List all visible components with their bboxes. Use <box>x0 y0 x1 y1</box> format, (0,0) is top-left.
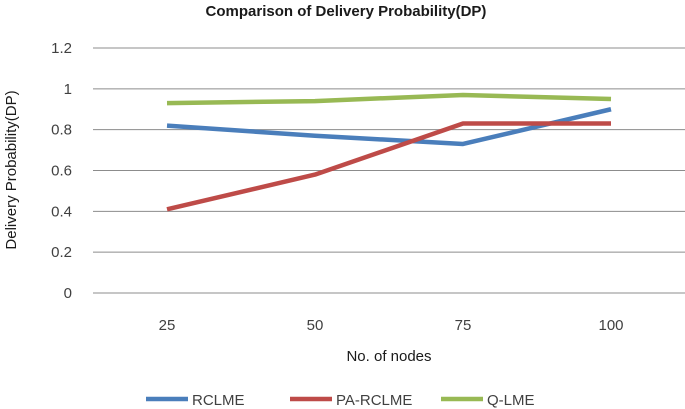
series-line-pa-rclme <box>166 121 611 212</box>
x-tick-label: 75 <box>455 317 472 334</box>
y-axis-ticks: 0 0.2 0.4 0.6 0.8 1 1.2 <box>51 40 72 302</box>
series-line-q-lme <box>166 92 612 106</box>
legend-label-pa-rclme: PA-RCLME <box>336 392 412 409</box>
legend-label-rclme: RCLME <box>192 392 245 409</box>
y-tick-label: 0.2 <box>51 244 72 261</box>
y-tick-label: 0.8 <box>51 122 72 139</box>
x-axis-title: No. of nodes <box>346 348 431 365</box>
y-axis-title: Delivery Probability(DP) <box>3 90 20 249</box>
x-tick-label: 25 <box>159 317 176 334</box>
y-tick-label: 1 <box>64 81 72 98</box>
series-lines <box>166 92 612 212</box>
gridlines <box>93 47 685 294</box>
x-tick-label: 100 <box>598 317 623 334</box>
x-tick-label: 50 <box>307 317 324 334</box>
legend-label-q-lme: Q-LME <box>487 392 535 409</box>
y-tick-label: 1.2 <box>51 40 72 57</box>
legend: RCLME PA-RCLME Q-LME <box>146 392 535 409</box>
y-tick-label: 0.6 <box>51 163 72 180</box>
y-tick-label: 0.4 <box>51 203 72 220</box>
x-axis-ticks: 25 50 75 100 <box>159 317 624 334</box>
y-tick-label: 0 <box>64 285 72 302</box>
series-line-rclme <box>166 107 612 147</box>
chart-title: Comparison of Delivery Probability(DP) <box>206 3 487 20</box>
